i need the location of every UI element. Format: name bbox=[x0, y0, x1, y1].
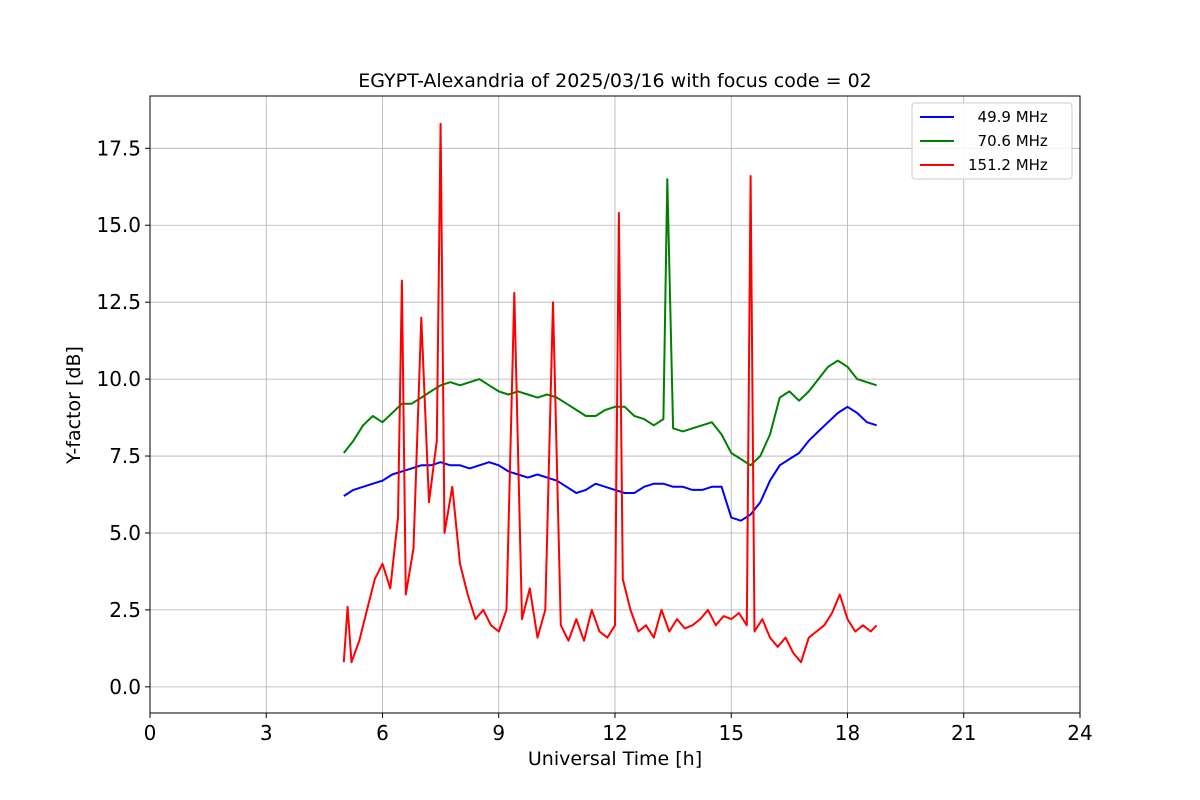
legend-label: 151.2 MHz bbox=[968, 156, 1048, 174]
series-line-2 bbox=[342, 122, 878, 664]
x-tick-label: 18 bbox=[835, 721, 860, 745]
y-tick-label: 10.0 bbox=[96, 367, 141, 391]
legend-label: 70.6 MHz bbox=[968, 132, 1048, 150]
x-tick-label: 9 bbox=[492, 721, 505, 745]
y-tick-label: 15.0 bbox=[96, 213, 141, 237]
legend: 49.9 MHz 70.6 MHz 151.2 MHz bbox=[911, 102, 1073, 180]
x-tick-label: 12 bbox=[602, 721, 627, 745]
x-tick-label: 21 bbox=[951, 721, 976, 745]
y-tick-label: 7.5 bbox=[109, 444, 141, 468]
x-tick-label: 24 bbox=[1067, 721, 1092, 745]
series-lines bbox=[342, 122, 878, 664]
x-axis-ticks: 0 3 6 9 12 15 18 21 24 bbox=[144, 713, 1093, 745]
y-axis-label: Y-factor [dB] bbox=[63, 346, 85, 465]
y-tick-label: 5.0 bbox=[109, 521, 141, 545]
y-axis-ticks: 0.0 2.5 5.0 7.5 10.0 12.5 15.0 17.5 bbox=[96, 136, 150, 699]
x-tick-label: 6 bbox=[376, 721, 389, 745]
legend-label: 49.9 MHz bbox=[968, 108, 1048, 126]
y-tick-label: 0.0 bbox=[109, 675, 141, 699]
series-line-0 bbox=[343, 405, 877, 522]
x-tick-label: 3 bbox=[260, 721, 273, 745]
x-axis-label: Universal Time [h] bbox=[528, 748, 702, 770]
legend-box bbox=[911, 102, 1073, 180]
y-tick-label: 12.5 bbox=[96, 290, 141, 314]
series-line-1 bbox=[343, 178, 877, 467]
y-tick-label: 17.5 bbox=[96, 136, 141, 160]
y-tick-label: 2.5 bbox=[109, 598, 141, 622]
x-tick-label: 15 bbox=[719, 721, 744, 745]
chart-title: EGYPT-Alexandria of 2025/03/16 with focu… bbox=[358, 70, 872, 92]
x-tick-label: 0 bbox=[144, 721, 157, 745]
